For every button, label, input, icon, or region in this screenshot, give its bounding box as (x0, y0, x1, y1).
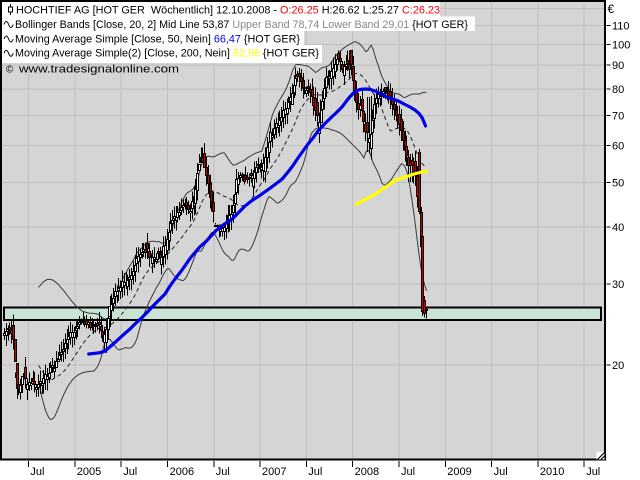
svg-text:100: 100 (612, 40, 630, 52)
svg-text:40: 40 (612, 222, 624, 234)
svg-text:2006: 2006 (170, 466, 194, 478)
svg-text:80: 80 (612, 84, 624, 96)
svg-text:Jul: Jul (308, 466, 322, 478)
svg-text:90: 90 (612, 60, 624, 72)
svg-text:Bollinger Bands [Close, 20, 2]: Bollinger Bands [Close, 20, 2] Mid Line … (15, 19, 468, 31)
svg-text:2007: 2007 (262, 466, 286, 478)
svg-text:www.tradesignalonline.com: www.tradesignalonline.com (18, 64, 179, 76)
svg-text:Jul: Jul (494, 466, 508, 478)
svg-text:2005: 2005 (77, 466, 101, 478)
svg-text:©: © (6, 65, 14, 76)
svg-text:€: € (608, 2, 615, 16)
svg-text:20: 20 (612, 360, 624, 372)
svg-text:50: 50 (612, 177, 624, 189)
svg-text:HOCHTIEF AG [HOT GER Wöchentl: HOCHTIEF AG [HOT GER Wöchentlich] 12.10.… (16, 5, 440, 17)
svg-text:70: 70 (612, 111, 624, 123)
svg-text:Jul: Jul (30, 466, 44, 478)
svg-text:Jul: Jul (216, 466, 230, 478)
svg-text:2009: 2009 (447, 466, 471, 478)
svg-text:2010: 2010 (540, 466, 564, 478)
svg-text:Moving Average Simple(2) [Clos: Moving Average Simple(2) [Close, 200, Ne… (15, 48, 319, 60)
svg-text:Jul: Jul (401, 466, 415, 478)
svg-text:Moving Average Simple [Close,: Moving Average Simple [Close, 50, Nein] … (15, 33, 300, 45)
svg-text:110: 110 (612, 21, 630, 33)
svg-text:Jul: Jul (586, 466, 600, 478)
svg-text:60: 60 (612, 141, 624, 153)
svg-text:2008: 2008 (355, 466, 379, 478)
svg-text:30: 30 (612, 279, 624, 291)
svg-text:Jul: Jul (123, 466, 137, 478)
